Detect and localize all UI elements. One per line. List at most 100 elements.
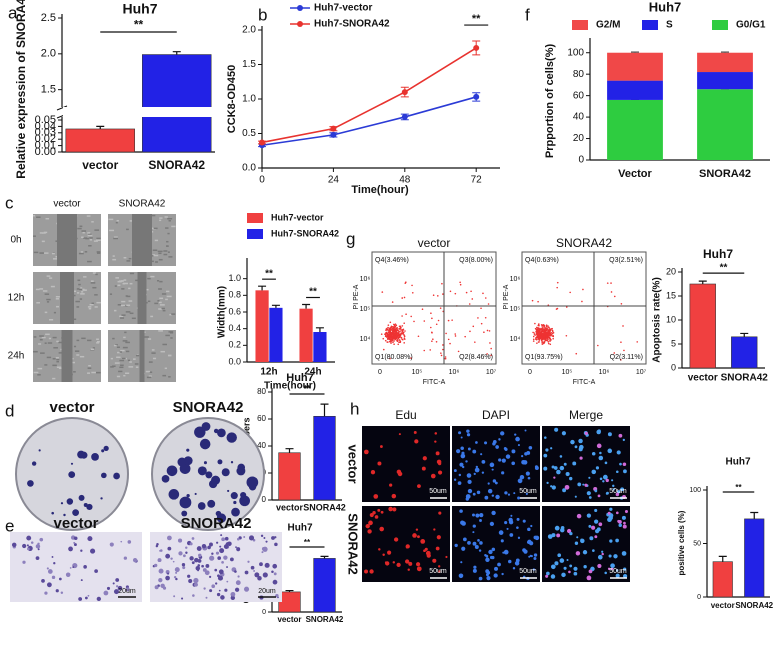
column-label: SNORA42 <box>181 515 252 532</box>
nucleus <box>517 536 521 539</box>
event <box>435 323 438 326</box>
texture <box>116 219 119 222</box>
nucleus <box>602 474 608 480</box>
event <box>480 322 483 325</box>
y-axis-label: PI PE-A <box>353 284 360 309</box>
nucleus <box>589 536 594 541</box>
texture <box>126 304 131 307</box>
event <box>610 282 612 284</box>
error-bar <box>721 51 729 53</box>
texture <box>115 277 120 279</box>
error-bar <box>718 555 727 562</box>
event <box>556 281 559 284</box>
texture <box>148 361 153 363</box>
nucleus <box>569 564 573 568</box>
texture <box>86 215 91 217</box>
colony-dot <box>78 494 85 501</box>
nucleus <box>576 536 579 539</box>
cell <box>205 596 208 599</box>
quadrant-label: Q4(3.46%) <box>375 257 409 264</box>
cell <box>117 585 123 591</box>
cell <box>260 534 264 538</box>
x-tick-label: 10⁷ <box>486 369 497 376</box>
nucleus <box>416 566 422 572</box>
nucleus <box>472 524 476 528</box>
legend-label: G2/M <box>596 20 620 31</box>
cell <box>191 537 195 540</box>
colony-dot <box>215 510 222 517</box>
event <box>565 306 568 308</box>
event <box>575 352 578 355</box>
event <box>400 326 402 329</box>
nucleus <box>544 436 547 439</box>
significance: ** <box>735 483 742 492</box>
error-bar <box>750 511 759 519</box>
nucleus <box>597 563 602 569</box>
nucleus <box>485 557 490 562</box>
event <box>441 282 443 285</box>
nucleus <box>612 488 615 491</box>
texture <box>33 371 39 374</box>
cell <box>182 554 186 558</box>
texture <box>145 301 148 304</box>
texture <box>162 309 166 312</box>
texture <box>167 354 172 357</box>
nucleus <box>466 429 470 433</box>
nucleus <box>573 566 578 571</box>
error-bar <box>320 555 329 559</box>
nucleus <box>430 473 436 479</box>
chart-title: Huh7 <box>123 1 158 17</box>
x-tick-label: 24h <box>304 367 321 378</box>
y-tick-label: 0.2 <box>228 340 241 350</box>
nucleus <box>596 443 602 449</box>
nucleus <box>434 440 437 443</box>
cell <box>261 547 266 551</box>
texture <box>151 214 156 217</box>
colony-dot <box>38 449 41 452</box>
colony-dot <box>199 438 211 450</box>
texture <box>135 366 139 368</box>
event <box>582 288 584 291</box>
bar <box>731 336 758 369</box>
cell <box>220 534 223 537</box>
nucleus <box>477 539 480 542</box>
texture <box>159 219 162 222</box>
colony-dot <box>181 510 188 517</box>
event <box>400 330 402 332</box>
texture <box>52 364 57 367</box>
nucleus <box>575 551 581 556</box>
scale-bar-label: 50um <box>429 568 447 575</box>
texture <box>168 331 174 333</box>
nucleus <box>546 481 549 485</box>
nucleus <box>393 537 399 542</box>
texture <box>74 350 80 352</box>
event <box>396 329 398 332</box>
texture <box>125 372 130 374</box>
y-tick-label: 1.5 <box>41 84 56 96</box>
event <box>382 348 385 351</box>
texture <box>165 334 170 337</box>
cell <box>221 561 224 564</box>
texture <box>81 288 85 291</box>
cell <box>175 577 178 581</box>
cell <box>188 579 193 584</box>
cell <box>247 560 250 563</box>
nucleus <box>510 514 513 517</box>
bar-segment <box>607 99 663 160</box>
cell <box>229 557 234 562</box>
legend-label: Huh7-vector <box>271 212 324 222</box>
texture <box>120 364 124 367</box>
scale-bar-label: 20um <box>118 588 136 595</box>
texture <box>90 348 95 351</box>
texture <box>120 349 125 352</box>
event <box>432 338 434 341</box>
nucleus <box>472 568 477 573</box>
fluorescence-image <box>362 426 450 502</box>
texture <box>96 340 100 343</box>
event <box>620 359 622 361</box>
nucleus <box>458 431 462 435</box>
texture <box>169 313 172 316</box>
nucleus <box>623 567 627 571</box>
event <box>459 281 461 284</box>
event <box>483 331 485 334</box>
